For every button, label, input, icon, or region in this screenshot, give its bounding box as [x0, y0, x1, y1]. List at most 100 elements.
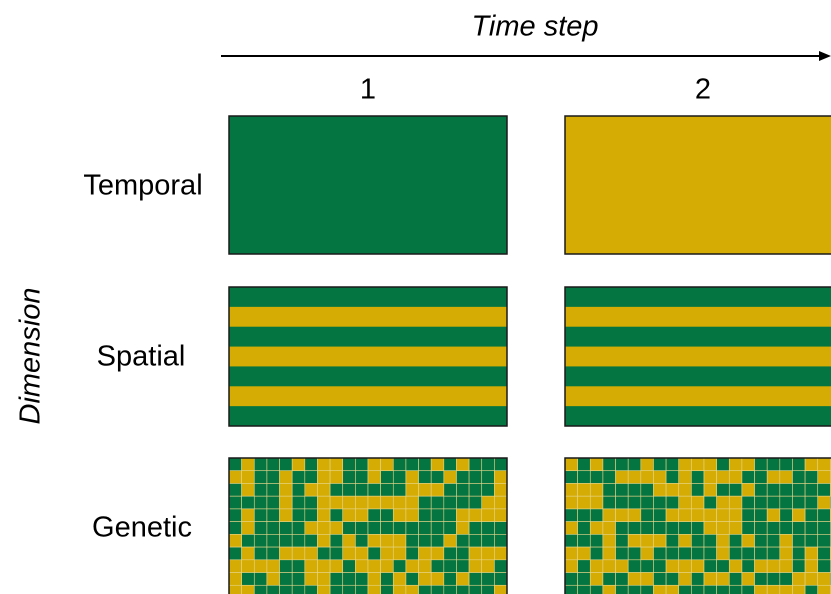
genotype-cell: [343, 547, 356, 560]
genotype-cell: [381, 483, 394, 496]
genotype-cell: [456, 560, 469, 573]
genotype-cell: [381, 573, 394, 586]
genotype-cell: [444, 573, 457, 586]
genotype-cell: [330, 534, 343, 547]
genotype-cell: [603, 534, 616, 547]
genotype-cell: [305, 560, 318, 573]
genotype-cell: [818, 560, 831, 573]
genotype-cell: [717, 458, 730, 471]
genotype-cell: [305, 509, 318, 522]
genotype-cell: [616, 471, 629, 484]
genotype-cell: [641, 573, 654, 586]
genotype-cell: [666, 534, 679, 547]
genotype-cell: [469, 458, 482, 471]
genotype-cell: [482, 547, 495, 560]
genotype-cell: [355, 509, 368, 522]
genotype-cell: [330, 522, 343, 535]
genotype-cell: [578, 522, 591, 535]
genotype-cell: [368, 585, 381, 594]
genotype-cell: [393, 560, 406, 573]
genotype-cell: [305, 483, 318, 496]
genotype-cell: [818, 509, 831, 522]
genotype-cell: [805, 585, 818, 594]
genotype-cell: [494, 522, 507, 535]
genotype-cell: [494, 585, 507, 594]
genotype-cell: [805, 522, 818, 535]
genotype-cell: [578, 483, 591, 496]
genotype-cell: [381, 496, 394, 509]
time-axis-arrowhead: [819, 51, 831, 61]
genotype-cell: [780, 560, 793, 573]
genotype-cell: [229, 509, 242, 522]
genotype-cell: [578, 585, 591, 594]
genotype-cell: [393, 522, 406, 535]
genotype-cell: [317, 522, 330, 535]
genotype-cell: [565, 522, 578, 535]
genotype-cell: [444, 458, 457, 471]
genotype-cell: [805, 496, 818, 509]
genotype-cell: [603, 458, 616, 471]
genotype-cell: [767, 509, 780, 522]
genotype-cell: [254, 483, 267, 496]
genotype-cell: [267, 496, 280, 509]
genotype-cell: [355, 471, 368, 484]
genotype-cell: [419, 509, 432, 522]
genotype-cell: [444, 496, 457, 509]
genotype-cell: [355, 534, 368, 547]
genotype-cell: [641, 560, 654, 573]
genotype-cell: [755, 547, 768, 560]
genotype-cell: [406, 483, 419, 496]
genotype-cell: [343, 496, 356, 509]
genotype-cell: [317, 534, 330, 547]
genotype-cell: [628, 560, 641, 573]
genotype-cell: [267, 547, 280, 560]
genotype-cell: [229, 458, 242, 471]
genotype-cell: [267, 534, 280, 547]
stripe: [229, 366, 507, 386]
genotype-cell: [431, 458, 444, 471]
genotype-cell: [628, 547, 641, 560]
genotype-cell: [355, 560, 368, 573]
genotype-cell: [616, 483, 629, 496]
genotype-cell: [444, 471, 457, 484]
genotype-cell: [616, 585, 629, 594]
genotype-cell: [431, 585, 444, 594]
genotype-cell: [419, 471, 432, 484]
genotype-cell: [653, 547, 666, 560]
genotype-cell: [704, 534, 717, 547]
genotype-cell: [729, 471, 742, 484]
genotype-cell: [355, 483, 368, 496]
genotype-cell: [267, 560, 280, 573]
genotype-cell: [229, 471, 242, 484]
genotype-cell: [767, 522, 780, 535]
genotype-cell: [767, 496, 780, 509]
genotype-cell: [456, 496, 469, 509]
genotype-cell: [229, 483, 242, 496]
genotype-cell: [317, 560, 330, 573]
genotype-cell: [343, 585, 356, 594]
genotype-cell: [242, 534, 255, 547]
genotype-cell: [381, 522, 394, 535]
genotype-cell: [792, 534, 805, 547]
genotype-cell: [717, 560, 730, 573]
genotype-cell: [280, 522, 293, 535]
genotype-cell: [254, 471, 267, 484]
genotype-cell: [381, 585, 394, 594]
genotype-cell: [494, 483, 507, 496]
genotype-cell: [603, 471, 616, 484]
genotype-cell: [717, 547, 730, 560]
genotype-cell: [343, 534, 356, 547]
genotype-cell: [406, 547, 419, 560]
genotype-cell: [792, 560, 805, 573]
panel-temporal-step-2: [565, 116, 831, 254]
genotype-cell: [603, 585, 616, 594]
genotype-cell: [317, 471, 330, 484]
genotype-cell: [578, 496, 591, 509]
genotype-cell: [780, 458, 793, 471]
genotype-cell: [729, 547, 742, 560]
genotype-cell: [242, 573, 255, 586]
genotype-cell: [343, 573, 356, 586]
genotype-cell: [818, 585, 831, 594]
genotype-cell: [267, 483, 280, 496]
